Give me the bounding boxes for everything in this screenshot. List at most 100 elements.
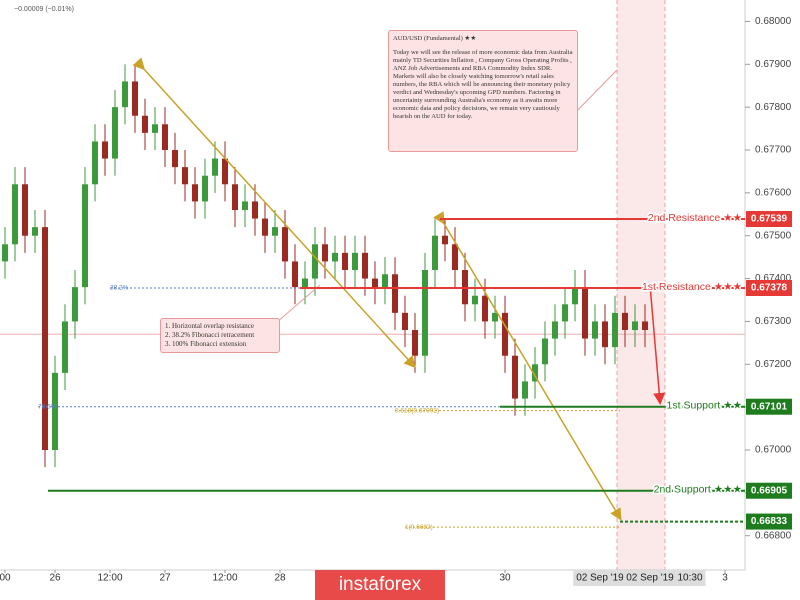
y-tick-label: 0.67400 [755,273,792,284]
candle-body [492,312,498,322]
level-label: 1st Resistance ★★★ [642,281,743,293]
candle-body [42,227,48,450]
watermark-bg [315,570,445,600]
candle-body [182,167,188,185]
fundamental-note: AUD/USD (Fundamental) ★★ Today we will s… [388,30,578,152]
candle-body [562,304,568,322]
x-highlight-bg [623,570,677,586]
candle-body [512,355,518,399]
y-tick-label: 0.66800 [755,530,792,541]
candle-body [172,150,178,168]
y-tick-label: 0.67700 [755,145,792,156]
fib-label: 0.618(0.67092) [395,407,439,414]
candle-body [612,312,618,348]
fib-label: 38.2% [110,285,129,292]
candle-body [382,274,388,288]
candle-body [22,184,28,236]
candle-body [442,235,448,245]
candle-body [602,321,608,348]
level-price: 0.67378 [751,283,788,294]
level-price-box [746,398,792,415]
candle-body [522,381,528,399]
x-tick-label: 12:00 [212,573,237,584]
y-tick-label: 0.67500 [755,230,792,241]
candle-body [372,278,378,288]
candle-body [342,252,348,270]
candle-body [232,184,238,210]
x-tick-label: 00 [0,573,11,584]
x-tick-label: 28 [274,573,286,584]
candle-body [222,158,228,185]
level-price-box [746,280,792,296]
candle-body [252,201,258,219]
candle-body [352,252,358,270]
candle-body [302,278,308,288]
change-label: −0.00009 (−0.01%) [14,6,74,13]
note-title: AUD/USD (Fundamental) ★★ [393,35,477,42]
level-label: 1st Support ★★ [667,399,743,411]
level-price: 0.66833 [751,516,788,527]
x-highlight-label: 02 Sep '19 [626,573,674,584]
candle-body [542,338,548,365]
x-highlight-label: 10:30 [677,573,702,584]
level-price: 0.67101 [751,401,788,412]
y-tick-label: 0.67900 [755,59,792,70]
forecast-arrow [649,284,666,405]
level-label: 2nd Resistance ★★ [648,212,743,224]
candle-body [142,115,148,133]
candle-body [282,227,288,262]
candle-body [582,287,588,339]
y-tick-label: 0.67600 [755,187,792,198]
candle-body [292,261,298,288]
candle-body [82,184,88,288]
candle-body [632,321,638,330]
candle-body [272,227,278,236]
candle-body [12,184,18,245]
candle-body [322,244,328,262]
level-price-box [746,211,792,227]
level-price: 0.66905 [751,485,788,496]
candle-body [52,372,58,450]
x-tick-label: 26 [49,573,61,584]
x-tick-label: 27 [159,573,171,584]
y-tick-label: 0.67800 [755,102,792,113]
trend-arrow [132,57,417,369]
candle-body [592,321,598,339]
x-tick-label: 3 [722,573,728,584]
candle-body [412,330,418,356]
candle-body [2,244,8,262]
candle-body [422,270,428,356]
y-tick-label: 0.68000 [755,16,792,27]
candle-body [452,244,458,270]
candle-body [312,244,318,279]
candle-body [62,321,68,373]
y-tick-label: 0.67300 [755,316,792,327]
candle-body [482,295,488,322]
trend-arrow [433,211,622,521]
candle-body [472,295,478,305]
candle-body [392,274,398,313]
candle-body [332,252,338,262]
candle-body [92,141,98,185]
candle-body [262,218,268,236]
level-label: 2nd Support ★★★ [654,483,743,495]
reason: 1. Horizontal overlap resistance [165,322,255,330]
candle-body [102,141,108,159]
candle-body [362,252,368,279]
candle-body [642,321,648,330]
reasons-box: 1. Horizontal overlap resistance 2. 38.2… [160,318,280,353]
candle-body [432,235,438,270]
candle-body [402,312,408,330]
note-text: Today we will see the release of more ec… [393,49,573,120]
x-tick-label: 30 [499,573,511,584]
candle-body [552,321,558,339]
x-highlight-label: 02 Sep '19 [576,573,624,584]
y-tick-label: 0.67000 [755,445,792,456]
reason: 3. 100% Fibonacci extension [165,340,247,348]
candle-body [122,81,128,108]
candle-body [32,227,38,236]
x-highlight-bg [573,570,627,586]
candle-body [502,312,508,356]
